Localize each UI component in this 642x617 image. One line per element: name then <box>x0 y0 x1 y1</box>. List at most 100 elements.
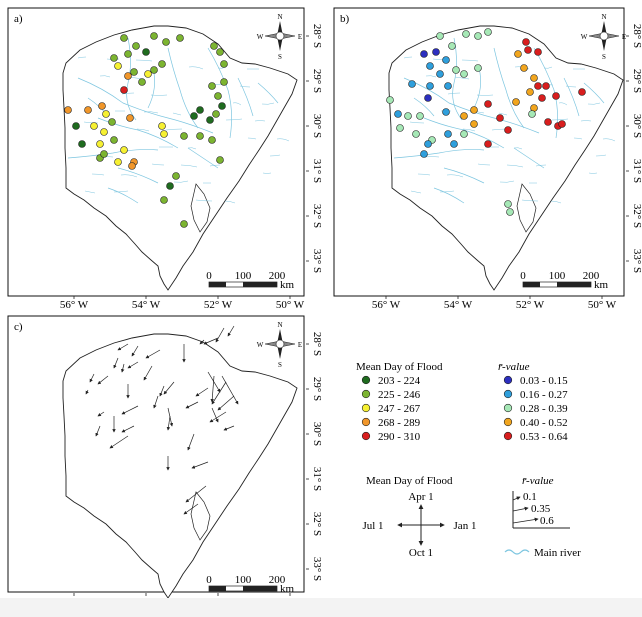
flood-vector-arrow <box>215 327 225 343</box>
state-map-b <box>388 25 624 291</box>
r-value-station-point <box>444 82 452 90</box>
flood-station-point <box>208 82 216 90</box>
compass-legend-top: Apr 1 <box>408 491 433 503</box>
legend-item-label: 247 - 267 <box>378 403 421 415</box>
flood-vector-arrow <box>185 485 207 503</box>
flood-vector-arrow <box>121 425 135 433</box>
legend-swatch <box>361 431 371 441</box>
river-tributary <box>254 120 266 122</box>
longitude-label: 52° W <box>516 299 545 311</box>
flood-station-point <box>120 34 128 42</box>
latitude-label: 29° S <box>631 69 642 93</box>
river-tributary <box>439 190 455 193</box>
flood-station-point <box>130 68 138 76</box>
river-tributary <box>225 118 243 121</box>
legend-swatch <box>503 389 513 399</box>
river-tributary <box>195 199 213 202</box>
latitude-label: 32° S <box>311 512 323 536</box>
flood-station-point <box>128 162 136 170</box>
latitude-label: 31° S <box>311 467 323 491</box>
flood-vector-arrow <box>203 337 219 345</box>
river-tributary <box>143 111 159 114</box>
legend-item-label: 268 - 289 <box>378 417 421 429</box>
river-tributary <box>91 173 105 176</box>
flood-vector-arrow <box>199 339 205 345</box>
legend-swatch <box>503 431 513 441</box>
flood-vector-arrow <box>109 435 129 449</box>
flood-station-point <box>72 122 80 130</box>
flood-vector-arrow <box>113 357 119 369</box>
river-line <box>207 47 232 139</box>
arrow-legend-arrow-1 <box>512 496 521 501</box>
r-value-station-point <box>496 114 504 122</box>
river-tributary <box>173 180 189 183</box>
flood-station-point <box>180 220 188 228</box>
latitude-label: 28° S <box>631 24 642 48</box>
flood-vector-arrow <box>221 375 239 405</box>
state-outline <box>388 25 624 291</box>
arrow-legend: r̄-value 0.1 0.35 0.6 <box>512 475 570 529</box>
compass-center <box>599 31 609 41</box>
latitude-label: 32° S <box>631 204 642 228</box>
latitude-label: 28° S <box>311 24 323 48</box>
river-tributary <box>150 94 168 96</box>
river-tributary <box>113 190 129 193</box>
legend-item-label: 0.28 - 0.39 <box>520 403 568 415</box>
r-value-station-point <box>558 120 566 128</box>
scalebar-segment <box>523 282 540 287</box>
r-value-station-point <box>504 200 512 208</box>
latitude-label: 33° S <box>631 249 642 273</box>
legend-item-label: 290 - 310 <box>378 431 421 443</box>
r-value-station-point <box>520 64 528 72</box>
scalebar-segment <box>557 282 591 287</box>
legend-item-label: 0.03 - 0.15 <box>520 375 568 387</box>
river-tributary <box>587 102 601 105</box>
r-value-station-point <box>420 50 428 58</box>
r-value-station-point <box>552 92 560 100</box>
longitude-labels-b: 56° W 54° W 52° W 50° W <box>372 296 617 311</box>
r-value-station-point <box>420 150 428 158</box>
r-value-station-point <box>534 48 542 56</box>
river-tributary <box>446 174 464 178</box>
scalebar-tick: 100 <box>235 270 252 282</box>
river-line <box>107 187 139 204</box>
latitude-label: 33° S <box>311 557 323 581</box>
river-line <box>393 149 485 159</box>
flood-station-point <box>132 42 140 50</box>
r-value-station-point <box>544 118 552 126</box>
river-tributary <box>521 199 539 202</box>
latitude-label: 33° S <box>311 249 323 273</box>
compass-legend-left: Jul 1 <box>362 520 383 532</box>
compass-n-label: N <box>277 321 282 329</box>
flood-station-point <box>158 60 166 68</box>
river-tributary <box>580 120 592 122</box>
r-value-station-point <box>444 130 452 138</box>
r-value-station-point <box>450 140 458 148</box>
river-tributary <box>550 200 562 204</box>
river-tributary <box>410 190 422 194</box>
longitude-label: 54° W <box>132 299 161 311</box>
latitude-label: 30° S <box>631 114 642 138</box>
flood-vector-arrow <box>195 387 209 397</box>
flood-station-point <box>190 112 198 120</box>
scalebar-tick: 100 <box>235 574 252 586</box>
flood-vector-arrow <box>227 325 235 337</box>
flood-vector-arrow <box>191 461 209 469</box>
r-value-station-point <box>470 120 478 128</box>
river-line <box>423 117 505 149</box>
river-line <box>452 37 463 121</box>
scalebar-tick: 100 <box>549 270 566 282</box>
flood-station-point <box>142 48 150 56</box>
r-value-station-point <box>538 94 546 102</box>
river-tributary <box>261 102 275 105</box>
r-value-station-point <box>424 140 432 148</box>
r-value-station-point <box>460 130 468 138</box>
r-value-station-point <box>426 82 434 90</box>
r-value-station-point <box>462 30 470 38</box>
panel-c-label: c) <box>14 321 23 333</box>
legend-swatch <box>503 403 513 413</box>
r-value-station-point <box>530 74 538 82</box>
river-tributary <box>602 138 616 142</box>
flood-vector-arrow <box>97 411 105 417</box>
panel-b-label: b) <box>340 13 350 25</box>
